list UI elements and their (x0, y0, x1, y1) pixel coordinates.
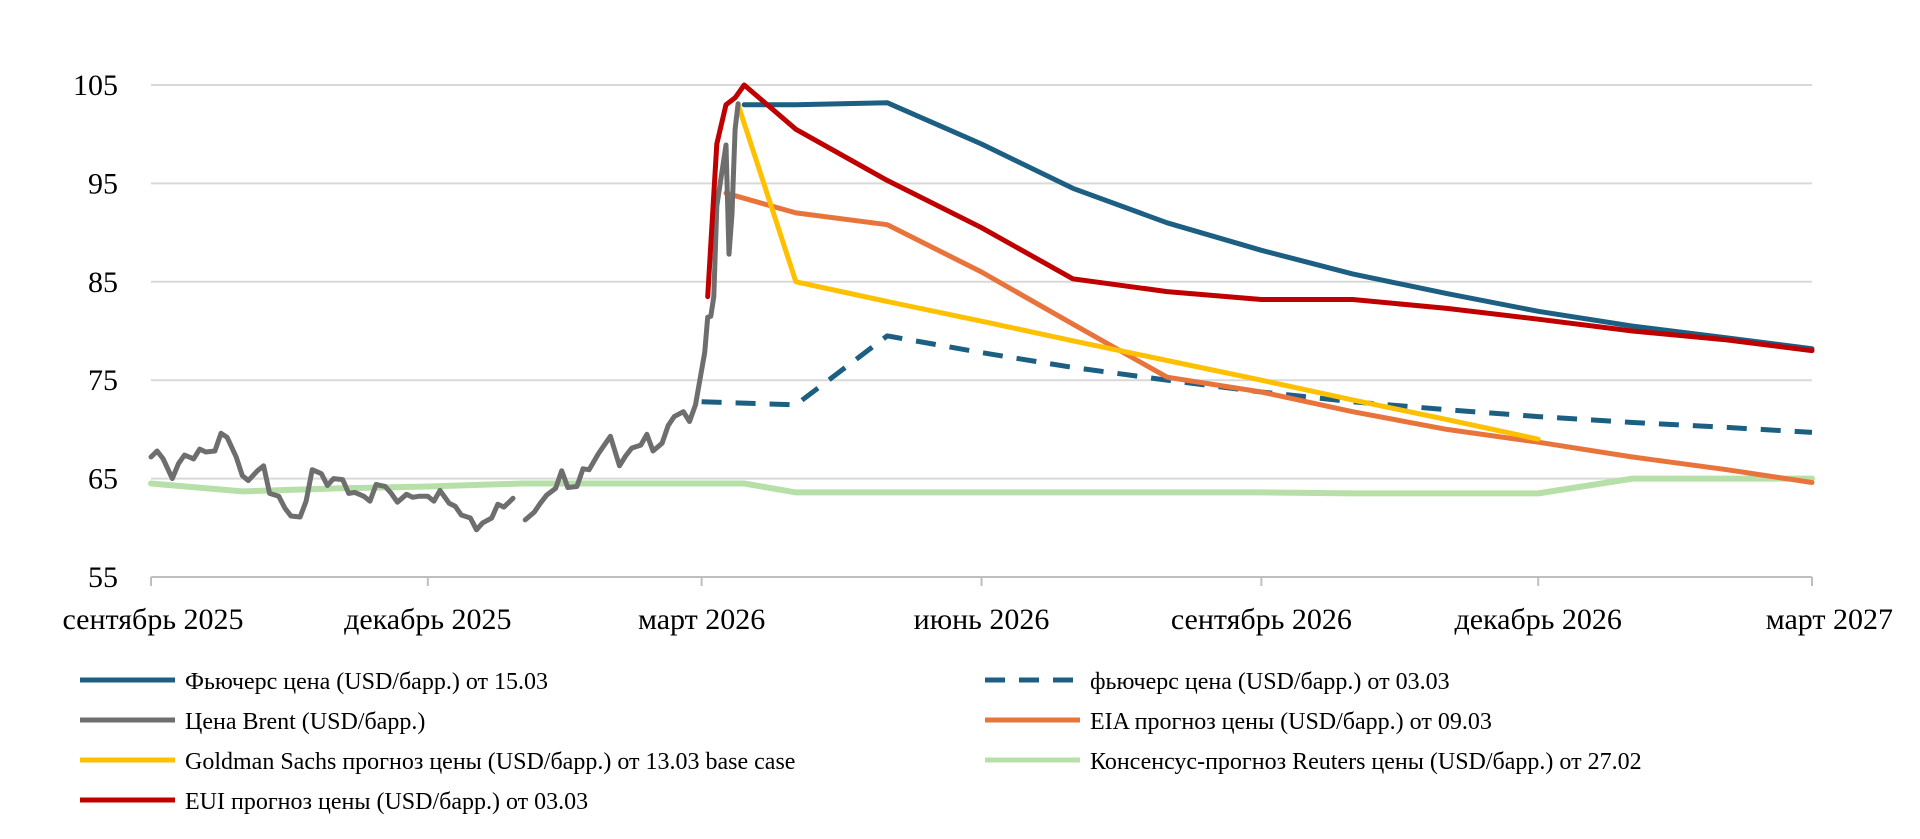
y-tick-label: 105 (73, 69, 118, 102)
series-line-0 (741, 100, 1815, 352)
legend-label: EUI прогноз цены (USD/барр.) от 03.03 (185, 789, 588, 815)
series-line-brent-2 (522, 101, 741, 523)
legend-item: EUI прогноз цены (USD/барр.) от 03.03 (80, 789, 588, 815)
y-tick-label: 95 (88, 167, 118, 200)
gridlines (151, 84, 1812, 480)
y-tick-label: 55 (88, 561, 118, 594)
x-tick-label: декабрь 2025 (344, 603, 511, 636)
x-tick-label: март 2026 (638, 603, 765, 636)
series-line-brent-1 (148, 430, 516, 533)
legend-item: фьючерс цена (USD/барр.) от 03.03 (985, 669, 1450, 695)
legend-label: Цена Brent (USD/барр.) (185, 709, 425, 735)
legend-item: Goldman Sachs прогноз цены (USD/барр.) о… (80, 749, 795, 775)
series-line-3 (723, 190, 1815, 485)
x-tick-label: сентябрь 2025 (62, 603, 243, 636)
x-axis: сентябрь 2025 декабрь 2025 март 2026 июнь 2… (62, 576, 1893, 636)
legend: Фьючерс цена (USD/барр.) от 15.03 фьючерс… (80, 669, 1642, 815)
y-tick-label: 75 (88, 364, 118, 397)
y-axis: 55 65 75 85 95 105 (73, 69, 118, 594)
x-tick-label: декабрь 2026 (1454, 603, 1621, 636)
legend-label: Консенсус-прогноз Reuters цены (USD/барр… (1090, 749, 1642, 775)
x-tick-label: март 2027 (1766, 603, 1893, 636)
series-line-6 (705, 82, 1815, 354)
x-tick-label: сентябрь 2026 (1171, 603, 1352, 636)
legend-label: фьючерс цена (USD/барр.) от 03.03 (1090, 669, 1450, 695)
series-lines (148, 82, 1815, 533)
legend-item: Фьючерс цена (USD/барр.) от 15.03 (80, 669, 548, 695)
x-tick-label: июнь 2026 (914, 603, 1050, 636)
legend-label: EIA прогноз цены (USD/барр.) от 09.03 (1090, 709, 1492, 735)
legend-label: Goldman Sachs прогноз цены (USD/барр.) о… (185, 749, 795, 775)
series-line-1 (701, 333, 1813, 435)
legend-item: Цена Brent (USD/барр.) (80, 709, 425, 735)
legend-label: Фьючерс цена (USD/барр.) от 15.03 (185, 669, 548, 695)
y-tick-label: 85 (88, 266, 118, 299)
series-line-4 (735, 102, 1541, 442)
y-tick-label: 65 (88, 463, 118, 496)
series-line-5 (148, 475, 1815, 497)
legend-item: EIA прогноз цены (USD/барр.) от 09.03 (985, 709, 1492, 735)
legend-item: Консенсус-прогноз Reuters цены (USD/барр… (985, 749, 1642, 775)
